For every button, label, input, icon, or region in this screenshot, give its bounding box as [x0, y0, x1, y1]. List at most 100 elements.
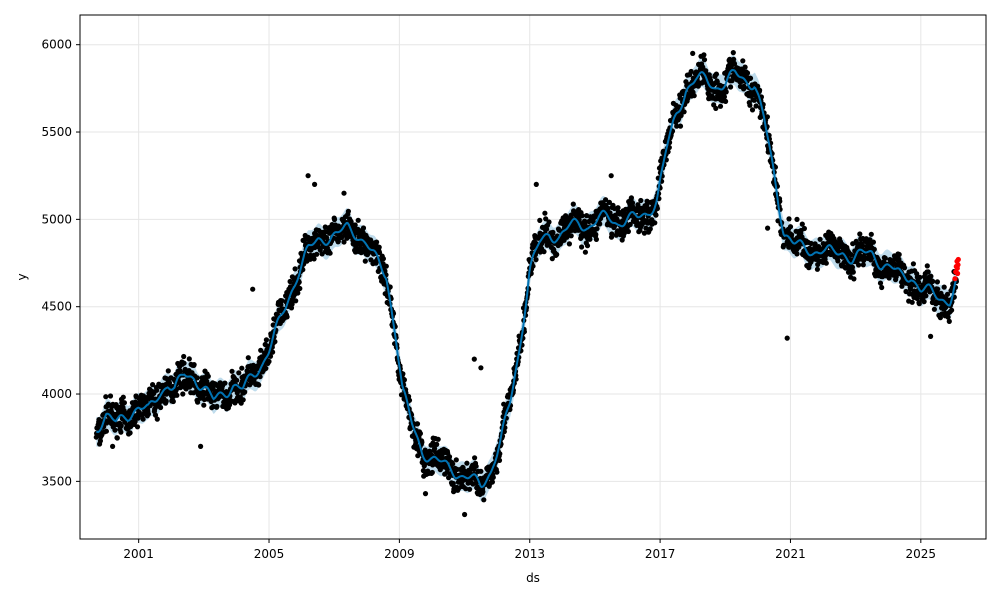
- observed-point: [609, 231, 615, 237]
- observed-point: [287, 284, 293, 290]
- observed-point: [817, 236, 823, 242]
- observed-point: [214, 403, 220, 409]
- observed-point: [728, 84, 734, 90]
- x-axis-label: ds: [526, 571, 540, 585]
- observed-point: [931, 306, 938, 312]
- observed-point: [195, 399, 201, 405]
- observed-point: [186, 356, 192, 362]
- observed-point: [429, 469, 435, 476]
- observed-point: [794, 251, 800, 257]
- observed-point: [140, 416, 146, 422]
- observed-point: [629, 200, 636, 206]
- observed-point: [568, 233, 574, 239]
- observed-point: [899, 283, 905, 289]
- observed-point: [107, 393, 114, 399]
- observed-point: [886, 275, 892, 281]
- observed-point: [723, 89, 729, 95]
- observed-point: [229, 368, 235, 374]
- observed-point: [916, 301, 922, 307]
- observed-point: [928, 273, 934, 279]
- observed-point: [414, 421, 421, 427]
- observed-point: [478, 468, 484, 474]
- observed-point: [882, 255, 888, 261]
- observed-point: [747, 102, 753, 108]
- observed-point: [654, 205, 661, 212]
- observed-point: [341, 190, 347, 196]
- observed-point: [496, 457, 503, 463]
- observed-point: [789, 232, 795, 238]
- observed-point: [293, 298, 299, 304]
- observed-point: [808, 240, 814, 247]
- observed-point: [118, 423, 124, 429]
- observed-point: [345, 208, 351, 214]
- observed-point: [910, 261, 917, 267]
- observed-point: [422, 491, 429, 497]
- observed-point: [307, 256, 313, 262]
- x-tick-label: 2005: [254, 547, 285, 561]
- y-tick-label: 4500: [41, 300, 72, 314]
- observed-point: [597, 221, 603, 227]
- observed-point: [605, 205, 611, 211]
- forecast-points-layer: [952, 256, 961, 282]
- observed-point: [446, 454, 453, 460]
- x-axis: 2001 2005 2009 2013 2017 2021 2025: [123, 539, 936, 561]
- observed-point: [256, 382, 262, 388]
- observed-point: [467, 486, 473, 492]
- observed-point: [566, 241, 573, 247]
- observed-point: [691, 93, 697, 99]
- observed-point: [554, 251, 560, 258]
- observed-point: [380, 256, 386, 262]
- observed-point: [701, 57, 708, 63]
- observed-point: [730, 50, 736, 56]
- observed-point: [941, 284, 947, 290]
- observed-point: [549, 256, 555, 262]
- forecast-point: [955, 270, 961, 277]
- x-tick-label: 2025: [906, 547, 937, 561]
- observed-point: [463, 486, 469, 492]
- observed-point: [240, 397, 246, 403]
- observed-point: [740, 58, 746, 64]
- observed-point: [546, 219, 552, 225]
- observed-point: [901, 265, 908, 271]
- observed-point: [871, 246, 877, 252]
- observed-point: [361, 245, 367, 251]
- observed-point: [934, 279, 941, 285]
- observed-point: [764, 114, 771, 120]
- observed-point: [909, 299, 915, 305]
- observed-point: [297, 285, 303, 292]
- y-axis: 3500 4000 4500 5000 5500 6000: [41, 38, 80, 488]
- observed-point: [856, 262, 862, 268]
- observed-point: [177, 368, 183, 374]
- observed-point: [145, 411, 151, 417]
- x-tick-label: 2021: [775, 547, 806, 561]
- observed-point: [154, 416, 160, 422]
- observed-point: [174, 392, 180, 398]
- observed-point: [713, 71, 720, 77]
- plot-frame: [79, 14, 987, 540]
- observed-point: [714, 79, 720, 85]
- observed-point: [835, 258, 841, 264]
- y-tick-label: 6000: [41, 38, 72, 52]
- observed-point: [245, 355, 251, 361]
- observed-point: [434, 441, 440, 447]
- observed-point: [305, 173, 311, 179]
- observed-point: [801, 225, 808, 232]
- observed-point: [857, 231, 863, 237]
- observed-point: [946, 318, 952, 324]
- observed-point: [674, 123, 680, 129]
- observed-point: [118, 429, 124, 435]
- observed-point: [103, 428, 109, 434]
- forecast-point: [952, 276, 958, 282]
- observed-point: [165, 368, 171, 374]
- x-tick-label: 2001: [123, 547, 154, 561]
- observed-point: [152, 412, 159, 418]
- observed-point: [921, 299, 927, 305]
- observed-point: [272, 339, 278, 345]
- observed-point: [544, 226, 550, 232]
- observed-point: [729, 78, 735, 84]
- observed-point: [279, 298, 285, 304]
- observed-point: [744, 70, 751, 76]
- observed-point: [180, 391, 186, 397]
- observed-point: [753, 103, 759, 109]
- observed-point: [550, 229, 556, 235]
